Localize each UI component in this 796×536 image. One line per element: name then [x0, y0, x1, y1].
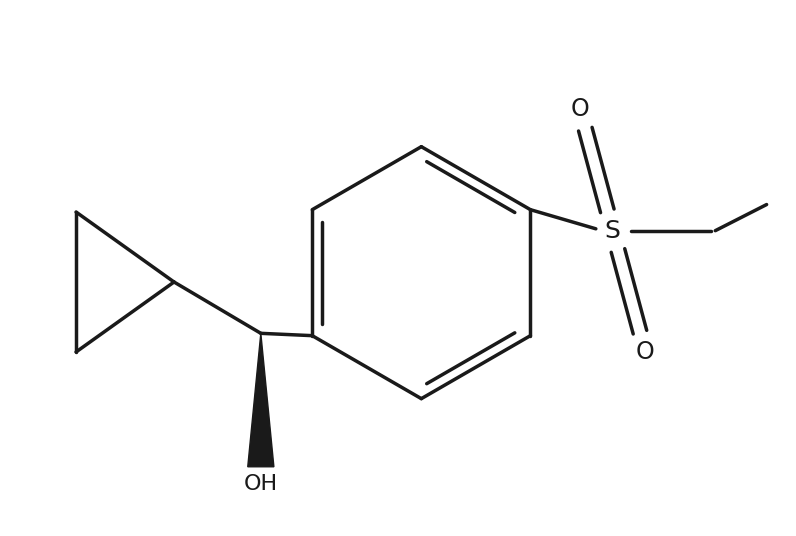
Text: S: S — [605, 219, 621, 243]
Text: O: O — [636, 340, 654, 364]
Polygon shape — [248, 333, 274, 467]
Text: OH: OH — [244, 474, 278, 494]
Text: O: O — [571, 98, 589, 121]
